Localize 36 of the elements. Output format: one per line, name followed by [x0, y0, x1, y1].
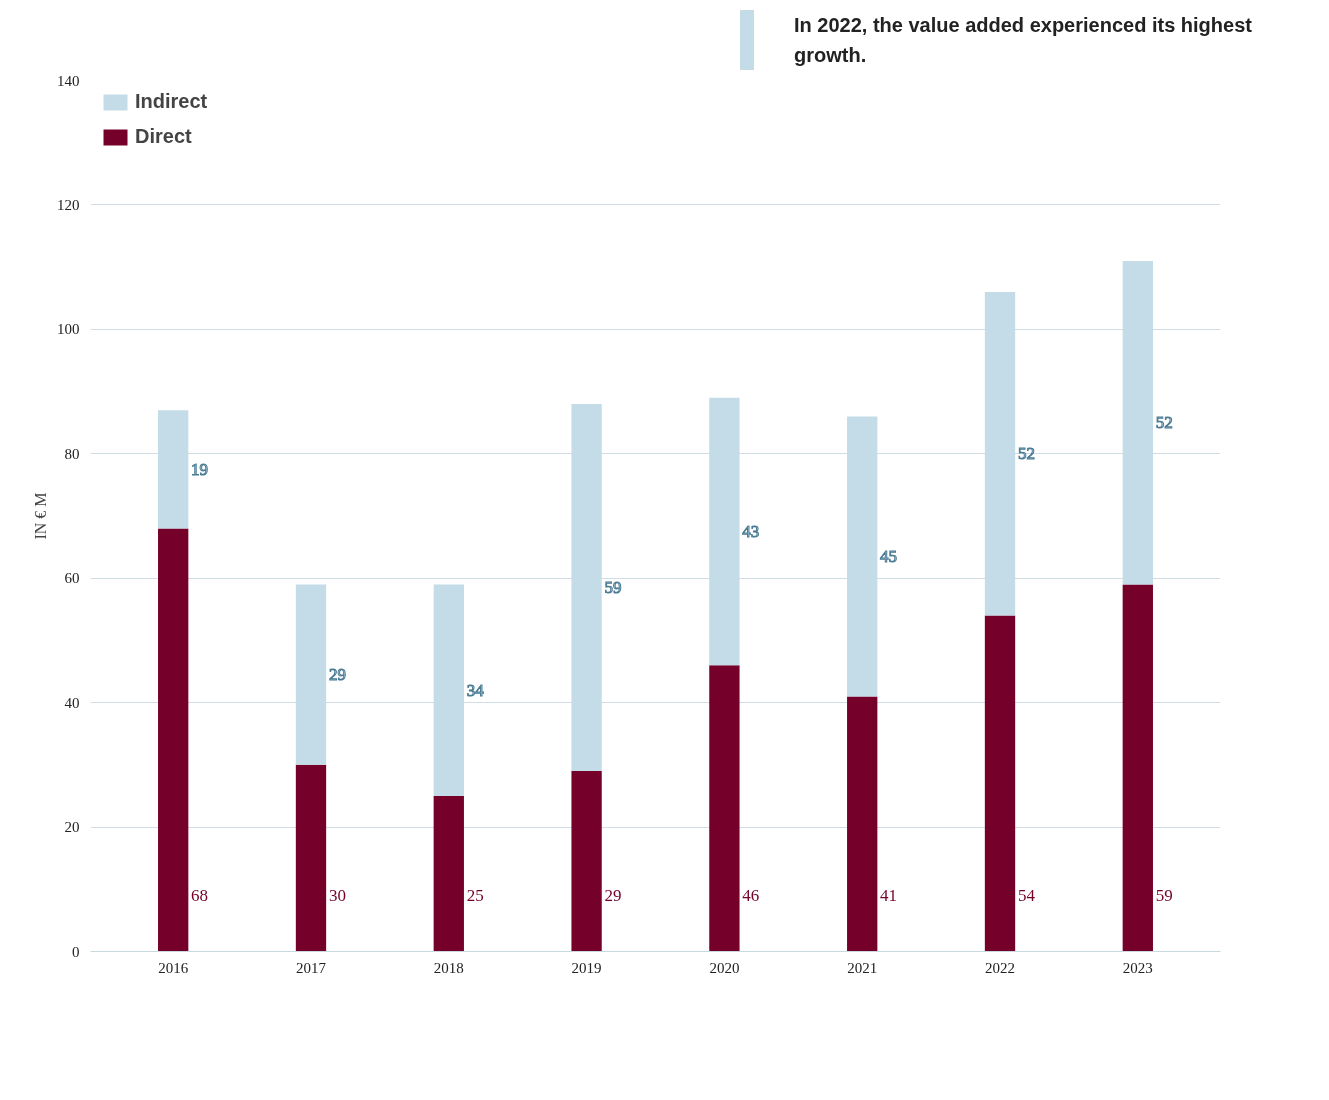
y-tick-label: 60 [64, 570, 80, 587]
y-tick-label: 140 [57, 72, 80, 89]
data-label: 19 [191, 459, 209, 479]
x-tick-label: 2021 [847, 959, 878, 976]
y-axis-title: IN € M [32, 492, 49, 540]
x-tick-label: 2020 [709, 959, 740, 976]
legend-label: Direct [135, 125, 192, 148]
data-label: 45 [880, 546, 898, 566]
x-tick-label: 2018 [433, 959, 464, 976]
y-tick-label: 80 [64, 445, 80, 462]
data-label: 25 [466, 886, 484, 906]
data-label: 30 [328, 886, 346, 906]
data-label: 34 [466, 680, 485, 700]
x-tick-label: 2022 [985, 959, 1016, 976]
x-tick-label: 2023 [1122, 959, 1153, 976]
data-label: 29 [604, 886, 622, 906]
data-label: 43 [742, 522, 760, 542]
y-tick-label: 0 [72, 943, 80, 960]
text: In 2022, the value added experienced its highest growth. [794, 13, 1253, 68]
legend-label: Indirect [135, 90, 208, 113]
data-label: 68 [191, 886, 209, 906]
y-tick-label: 20 [64, 819, 80, 836]
x-tick-label: 2019 [571, 959, 602, 976]
y-tick-label: 120 [57, 196, 80, 213]
data-label: 29 [328, 665, 346, 685]
x-tick-label: 2017 [295, 959, 327, 976]
x-tick-label: 2016 [158, 959, 189, 976]
data-label: 59 [1155, 886, 1173, 906]
y-tick-label: 40 [64, 694, 80, 711]
data-label: 52 [1155, 413, 1173, 433]
data-label: 54 [1017, 886, 1036, 906]
data-label: 52 [1017, 444, 1035, 464]
data-label: 41 [880, 886, 898, 906]
y-tick-label: 100 [57, 321, 80, 338]
data-label: 46 [742, 886, 760, 906]
data-label: 59 [604, 578, 622, 598]
